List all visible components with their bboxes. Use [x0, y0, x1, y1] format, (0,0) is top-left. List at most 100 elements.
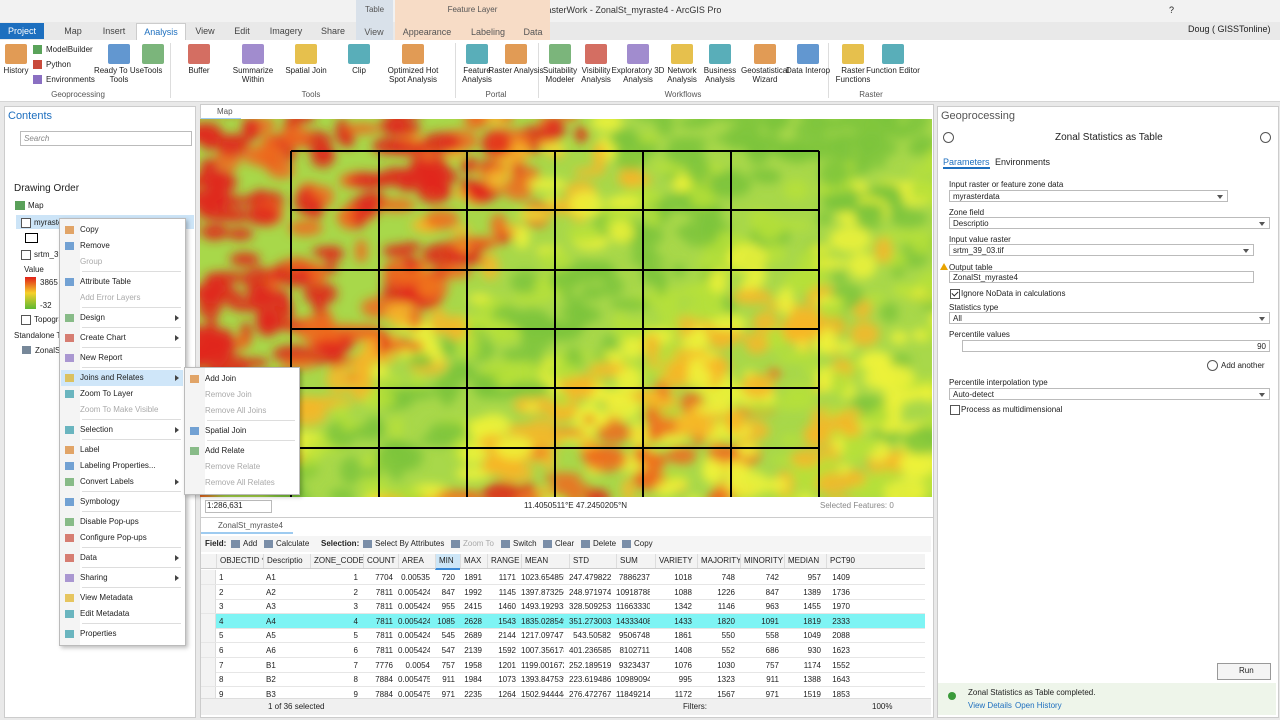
menu-item[interactable]: Convert Labels	[80, 477, 134, 486]
ribbon-tab[interactable]: Share	[320, 26, 346, 36]
parameters-tab[interactable]: Parameters	[943, 157, 990, 169]
menu-item[interactable]: Sharing	[80, 573, 108, 582]
tool-button[interactable]: Spatial Join	[285, 66, 327, 75]
help-button[interactable]: ?	[1169, 5, 1175, 15]
checkbox[interactable]	[21, 218, 31, 228]
add-another[interactable]: Add another	[1221, 361, 1265, 370]
checkbox[interactable]	[950, 405, 960, 415]
map-node[interactable]: Map	[28, 201, 44, 210]
param-input[interactable]: ZonalSt_myraste4	[949, 271, 1254, 283]
menu-item[interactable]: Properties	[80, 629, 117, 638]
menu-item[interactable]: Add Relate	[205, 446, 245, 455]
table-tab[interactable]	[201, 518, 293, 534]
toolbar-button[interactable]: Select By Attributes	[375, 539, 445, 548]
ribbon-tab[interactable]: Insert	[102, 26, 126, 36]
tool-button[interactable]: Data Interop	[785, 66, 831, 75]
tool-button[interactable]: Clip	[352, 66, 366, 75]
ribbon-tab[interactable]: Data	[523, 27, 543, 37]
column-header[interactable]: OBJECTID *	[216, 554, 263, 568]
toolbar-button[interactable]: Switch	[513, 539, 537, 548]
layer-node[interactable]: Topographic	[34, 315, 78, 324]
ribbon-tab[interactable]: Appearance	[402, 27, 452, 37]
column-header[interactable]: MEDIAN	[784, 554, 826, 568]
user-name[interactable]: Doug ( GISSTonline)	[1188, 24, 1271, 34]
run-button[interactable]	[1217, 663, 1271, 680]
table-row[interactable]	[201, 570, 925, 585]
column-header[interactable]: STD	[569, 554, 616, 568]
menu-item[interactable]: New Report	[80, 353, 123, 362]
ribbon-tab[interactable]: View	[195, 26, 215, 36]
group-node[interactable]: Standalone Tables	[14, 331, 80, 340]
checkbox[interactable]	[21, 315, 31, 325]
menu-item[interactable]: Edit Metadata	[80, 609, 130, 618]
column-header[interactable]: Descriptio	[263, 554, 310, 568]
scale-box[interactable]	[205, 500, 272, 513]
raster-map[interactable]	[200, 119, 932, 497]
table-row[interactable]	[201, 672, 925, 688]
link[interactable]: View Details	[968, 701, 1012, 710]
tool-button[interactable]: Geostatistical Wizard	[740, 66, 790, 84]
column-header[interactable]: ZONE_CODE	[310, 554, 363, 568]
toolbar-button[interactable]: Add	[243, 539, 258, 548]
param-input[interactable]: All	[949, 312, 1270, 324]
ribbon-tab[interactable]: Edit	[234, 26, 250, 36]
menu-item[interactable]: Zoom To Layer	[80, 389, 134, 398]
menu-item[interactable]: Spatial Join	[205, 426, 247, 435]
ribbon-tab[interactable]: Labeling	[470, 27, 506, 37]
environments-tab[interactable]: Environments	[995, 157, 1051, 167]
menu-item[interactable]: Selection	[80, 425, 113, 434]
toolbar-button[interactable]: Zoom To	[463, 539, 494, 548]
search-box[interactable]	[20, 131, 192, 146]
tool-button[interactable]: History	[3, 66, 29, 75]
column-header[interactable]: AREA	[398, 554, 435, 568]
column-header[interactable]: RANGE	[487, 554, 521, 568]
ribbon-tab[interactable]: Project	[0, 23, 44, 39]
tool-button[interactable]: Tools	[143, 66, 163, 75]
ribbon-tab[interactable]: Imagery	[269, 26, 303, 36]
table-row[interactable]	[201, 613, 925, 629]
column-header[interactable]: COUNT	[363, 554, 398, 568]
menu-item[interactable]: Data	[80, 553, 97, 562]
menu-item[interactable]: Attribute Table	[80, 277, 131, 286]
back-button[interactable]	[943, 132, 954, 143]
menu-item[interactable]: Copy	[80, 225, 99, 234]
param-input[interactable]: Descriptio	[949, 217, 1270, 229]
menu-item[interactable]: Joins and Relates	[80, 373, 144, 382]
menu-item[interactable]: Design	[80, 313, 105, 322]
tool-button[interactable]: Buffer	[188, 66, 210, 75]
tool-button[interactable]: Suitability Modeler	[542, 66, 578, 84]
menu-item[interactable]: Disable Pop-ups	[80, 517, 139, 526]
tool-button[interactable]: Function Editor	[866, 66, 920, 75]
ribbon-tab[interactable]: Analysis	[136, 23, 186, 40]
add-button[interactable]	[1260, 132, 1271, 143]
menu-item[interactable]: Remove	[80, 241, 110, 250]
menu-item[interactable]: View Metadata	[80, 593, 133, 602]
layer-node[interactable]: myraste4	[34, 218, 67, 227]
tool-button[interactable]: Business Analysis	[703, 66, 737, 84]
table-zoom[interactable]: 100%	[872, 702, 893, 711]
column-header[interactable]: PCT90	[826, 554, 855, 568]
column-header[interactable]: MEAN	[521, 554, 569, 568]
toolbar-button[interactable]: Clear	[555, 539, 575, 548]
tool-button[interactable]: Network Analysis	[667, 66, 697, 84]
toolbar-button[interactable]: Calculate	[276, 539, 310, 548]
checkbox-checked[interactable]	[950, 289, 960, 299]
menu-item[interactable]: Label	[80, 445, 100, 454]
column-header[interactable]: MAX	[460, 554, 487, 568]
checkbox[interactable]	[21, 250, 31, 260]
tool-button[interactable]: Raster Functions	[835, 66, 871, 84]
small-tool-button[interactable]: ModelBuilder	[46, 45, 93, 54]
small-tool-button[interactable]: Python	[46, 60, 71, 69]
param-input[interactable]: Auto-detect	[949, 388, 1270, 400]
table-row[interactable]	[201, 628, 925, 644]
small-tool-button[interactable]: Environments	[46, 75, 95, 84]
menu-item[interactable]: Configure Pop-ups	[80, 533, 147, 542]
menu-item[interactable]: Symbology	[80, 497, 120, 506]
column-header[interactable]: MAJORITY	[697, 554, 740, 568]
toolbar-button[interactable]: Copy	[634, 539, 653, 548]
table-row[interactable]	[201, 643, 925, 658]
toolbar-button[interactable]: Delete	[593, 539, 617, 548]
tool-button[interactable]: Ready To Use Tools	[93, 66, 145, 84]
param-input[interactable]: srtm_39_03.tif	[949, 244, 1254, 256]
param-input[interactable]: myrasterdata	[949, 190, 1228, 202]
